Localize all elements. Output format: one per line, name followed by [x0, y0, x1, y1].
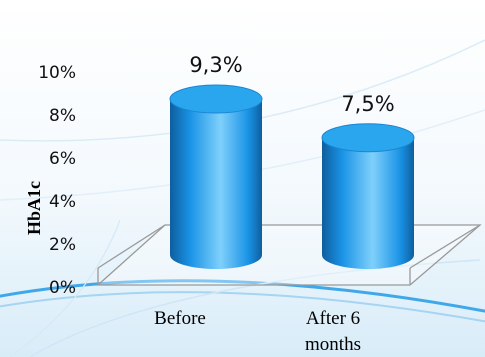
- data-labels: 9,3% 7,5%: [189, 53, 394, 116]
- bar-body: [170, 99, 262, 269]
- x-category-label: After 6: [306, 308, 360, 329]
- x-category-label: Before: [154, 308, 206, 329]
- bar-body: [322, 137, 414, 269]
- y-tick-label: 8%: [49, 106, 76, 126]
- x-axis-categories: Before After 6 months: [154, 308, 361, 355]
- bar: [321, 123, 415, 269]
- data-label: 9,3%: [189, 53, 242, 77]
- y-tick-label: 10%: [38, 63, 76, 83]
- y-tick-label: 4%: [49, 192, 76, 212]
- bar-top: [321, 123, 415, 153]
- data-label: 7,5%: [341, 92, 394, 116]
- bar: [169, 84, 263, 269]
- y-tick-label: 0%: [49, 278, 76, 298]
- bars: [169, 84, 415, 269]
- y-axis-ticks: 0% 2% 4% 6% 8% 10%: [38, 63, 76, 298]
- bar-top: [169, 84, 263, 114]
- x-category-label: months: [305, 334, 361, 355]
- y-tick-label: 2%: [49, 235, 76, 255]
- y-axis-label: HbA1c: [24, 181, 44, 235]
- y-tick-label: 6%: [49, 149, 76, 169]
